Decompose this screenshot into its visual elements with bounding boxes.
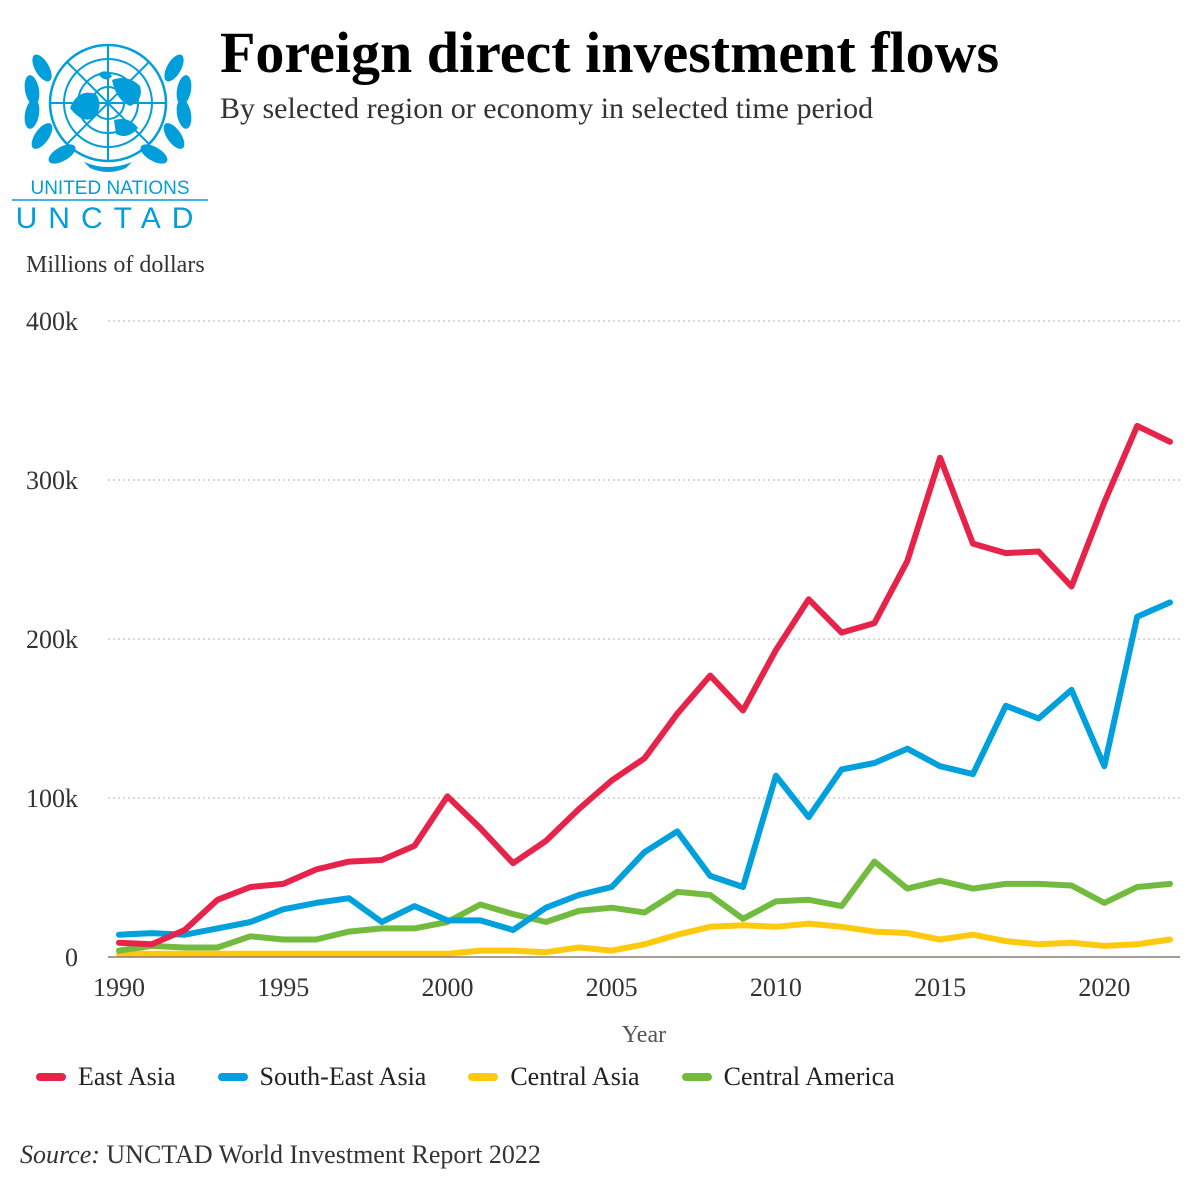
y-axis-title: Millions of dollars: [26, 252, 205, 278]
grid-layer: [108, 320, 1180, 799]
x-tick-label: 2000: [421, 973, 473, 1002]
x-tick-label: 2010: [750, 973, 802, 1002]
legend-swatch: [36, 1073, 66, 1081]
series-line-east-asia: [116, 422, 1173, 948]
page-title: Foreign direct investment flows: [220, 20, 1000, 85]
legend-item[interactable]: South-East Asia: [217, 1062, 427, 1092]
source-text: UNCTAD World Investment Report 2022: [99, 1140, 541, 1169]
x-tick-label: 2005: [586, 973, 638, 1002]
chart-legend: East Asia South-East Asia Central Asia Cent…: [36, 1062, 937, 1092]
legend-swatch: [217, 1073, 248, 1081]
legend-swatch: [681, 1073, 712, 1081]
legend-swatch: [468, 1073, 499, 1081]
source-note: Source: UNCTAD World Investment Report 2…: [20, 1140, 541, 1170]
legend-item[interactable]: Central Asia: [468, 1062, 640, 1092]
y-tick-label: 100k: [26, 784, 78, 813]
y-tick-label: 300k: [26, 466, 78, 495]
x-tick-label: 2020: [1078, 973, 1130, 1002]
y-tick-label: 200k: [26, 625, 78, 654]
un-emblem-logo: UNITED NATIONS UNCTAD: [12, 43, 208, 235]
x-tick-label: 1990: [93, 973, 145, 1002]
logo-line1: UNITED NATIONS: [30, 178, 189, 199]
legend-item[interactable]: East Asia: [36, 1062, 176, 1092]
x-tick-label: 1995: [257, 973, 309, 1002]
legend-label: South-East Asia: [259, 1062, 427, 1091]
y-tick-label: 400k: [26, 307, 78, 336]
source-label: Source:: [20, 1140, 100, 1169]
legend-label: Central America: [723, 1062, 895, 1091]
x-axis-title: Year: [622, 1022, 666, 1048]
series-layer: [116, 422, 1173, 957]
series-line-south-east-asia: [116, 599, 1173, 938]
series-line-central-asia: [116, 920, 1173, 957]
legend-item[interactable]: Central America: [681, 1062, 895, 1092]
page-subtitle: By selected region or economy in selecte…: [220, 92, 874, 125]
x-tick-label: 2015: [914, 973, 966, 1002]
legend-label: East Asia: [78, 1062, 176, 1091]
series-line-central-america: [116, 858, 1173, 954]
y-tick-label: 0: [65, 943, 78, 972]
legend-label: Central Asia: [510, 1062, 640, 1091]
axis-layer: 0 100k 200k 300k 400k 1990 1995 2000 2005 2010 201…: [26, 252, 1180, 1048]
line-chart: 0 100k 200k 300k 400k 1990 1995 2000 2005 2010 201…: [26, 252, 1180, 1048]
logo-line2: UNCTAD: [16, 202, 205, 235]
